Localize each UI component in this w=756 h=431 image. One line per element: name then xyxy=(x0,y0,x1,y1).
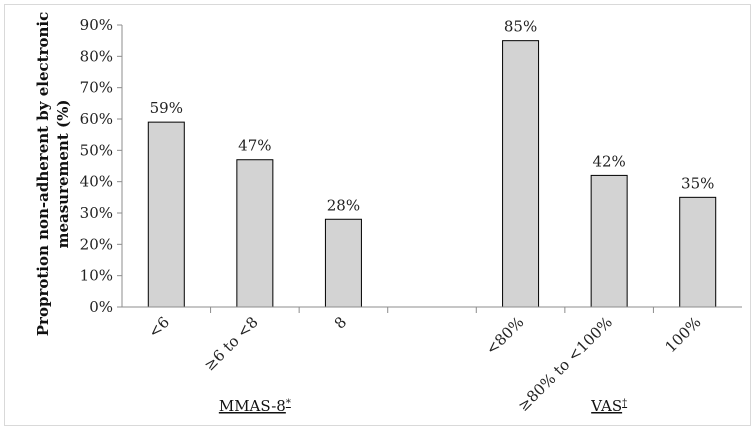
x-tick-label: ≥6 to <8 xyxy=(200,313,261,374)
y-axis-title: Proprotion non-adherent by electronic me… xyxy=(34,12,72,336)
x-tick-label: <80% xyxy=(482,313,527,358)
y-tick-label: 20% xyxy=(80,235,113,253)
y-tick-label: 10% xyxy=(80,267,113,285)
y-tick-label: 0% xyxy=(89,298,113,316)
group-label: MMAS-8* xyxy=(219,397,291,415)
y-tick-label: 60% xyxy=(80,110,113,128)
data-label: 35% xyxy=(681,174,714,192)
data-labels: 59% 47% 28% 85% 42% 35% xyxy=(150,18,715,215)
y-tick-label: 70% xyxy=(80,79,113,97)
chart-frame xyxy=(4,4,751,426)
y-axis-title-line1: Proprotion non-adherent by electronic xyxy=(34,12,52,336)
x-tick-label: <6 xyxy=(145,313,173,341)
group-labels: MMAS-8* VAS† xyxy=(219,397,627,415)
bar xyxy=(147,121,185,308)
y-tick-label: 50% xyxy=(80,141,113,159)
bar xyxy=(236,159,274,308)
bar xyxy=(324,218,362,308)
data-label: 28% xyxy=(327,196,360,214)
y-tick-label: 40% xyxy=(80,173,113,191)
data-label: 59% xyxy=(150,99,183,117)
bars xyxy=(147,40,717,308)
y-axis-title-line2: measurement (%) xyxy=(54,100,72,249)
bar xyxy=(502,40,540,308)
group-label: VAS† xyxy=(590,397,627,415)
data-label: 85% xyxy=(504,18,537,36)
bar xyxy=(590,174,628,308)
y-tick-label: 90% xyxy=(80,16,113,34)
data-label: 42% xyxy=(592,152,625,170)
bar xyxy=(679,196,717,308)
x-tick-label: 8 xyxy=(331,313,350,332)
y-tick-label: 30% xyxy=(80,204,113,222)
y-axis-ticks: 0% 10% 20% 30% 40% 50% 60% 70% 80% 90% xyxy=(80,16,122,316)
data-label: 47% xyxy=(238,137,271,155)
y-tick-label: 80% xyxy=(80,47,113,65)
x-tick-label: 100% xyxy=(661,313,704,356)
